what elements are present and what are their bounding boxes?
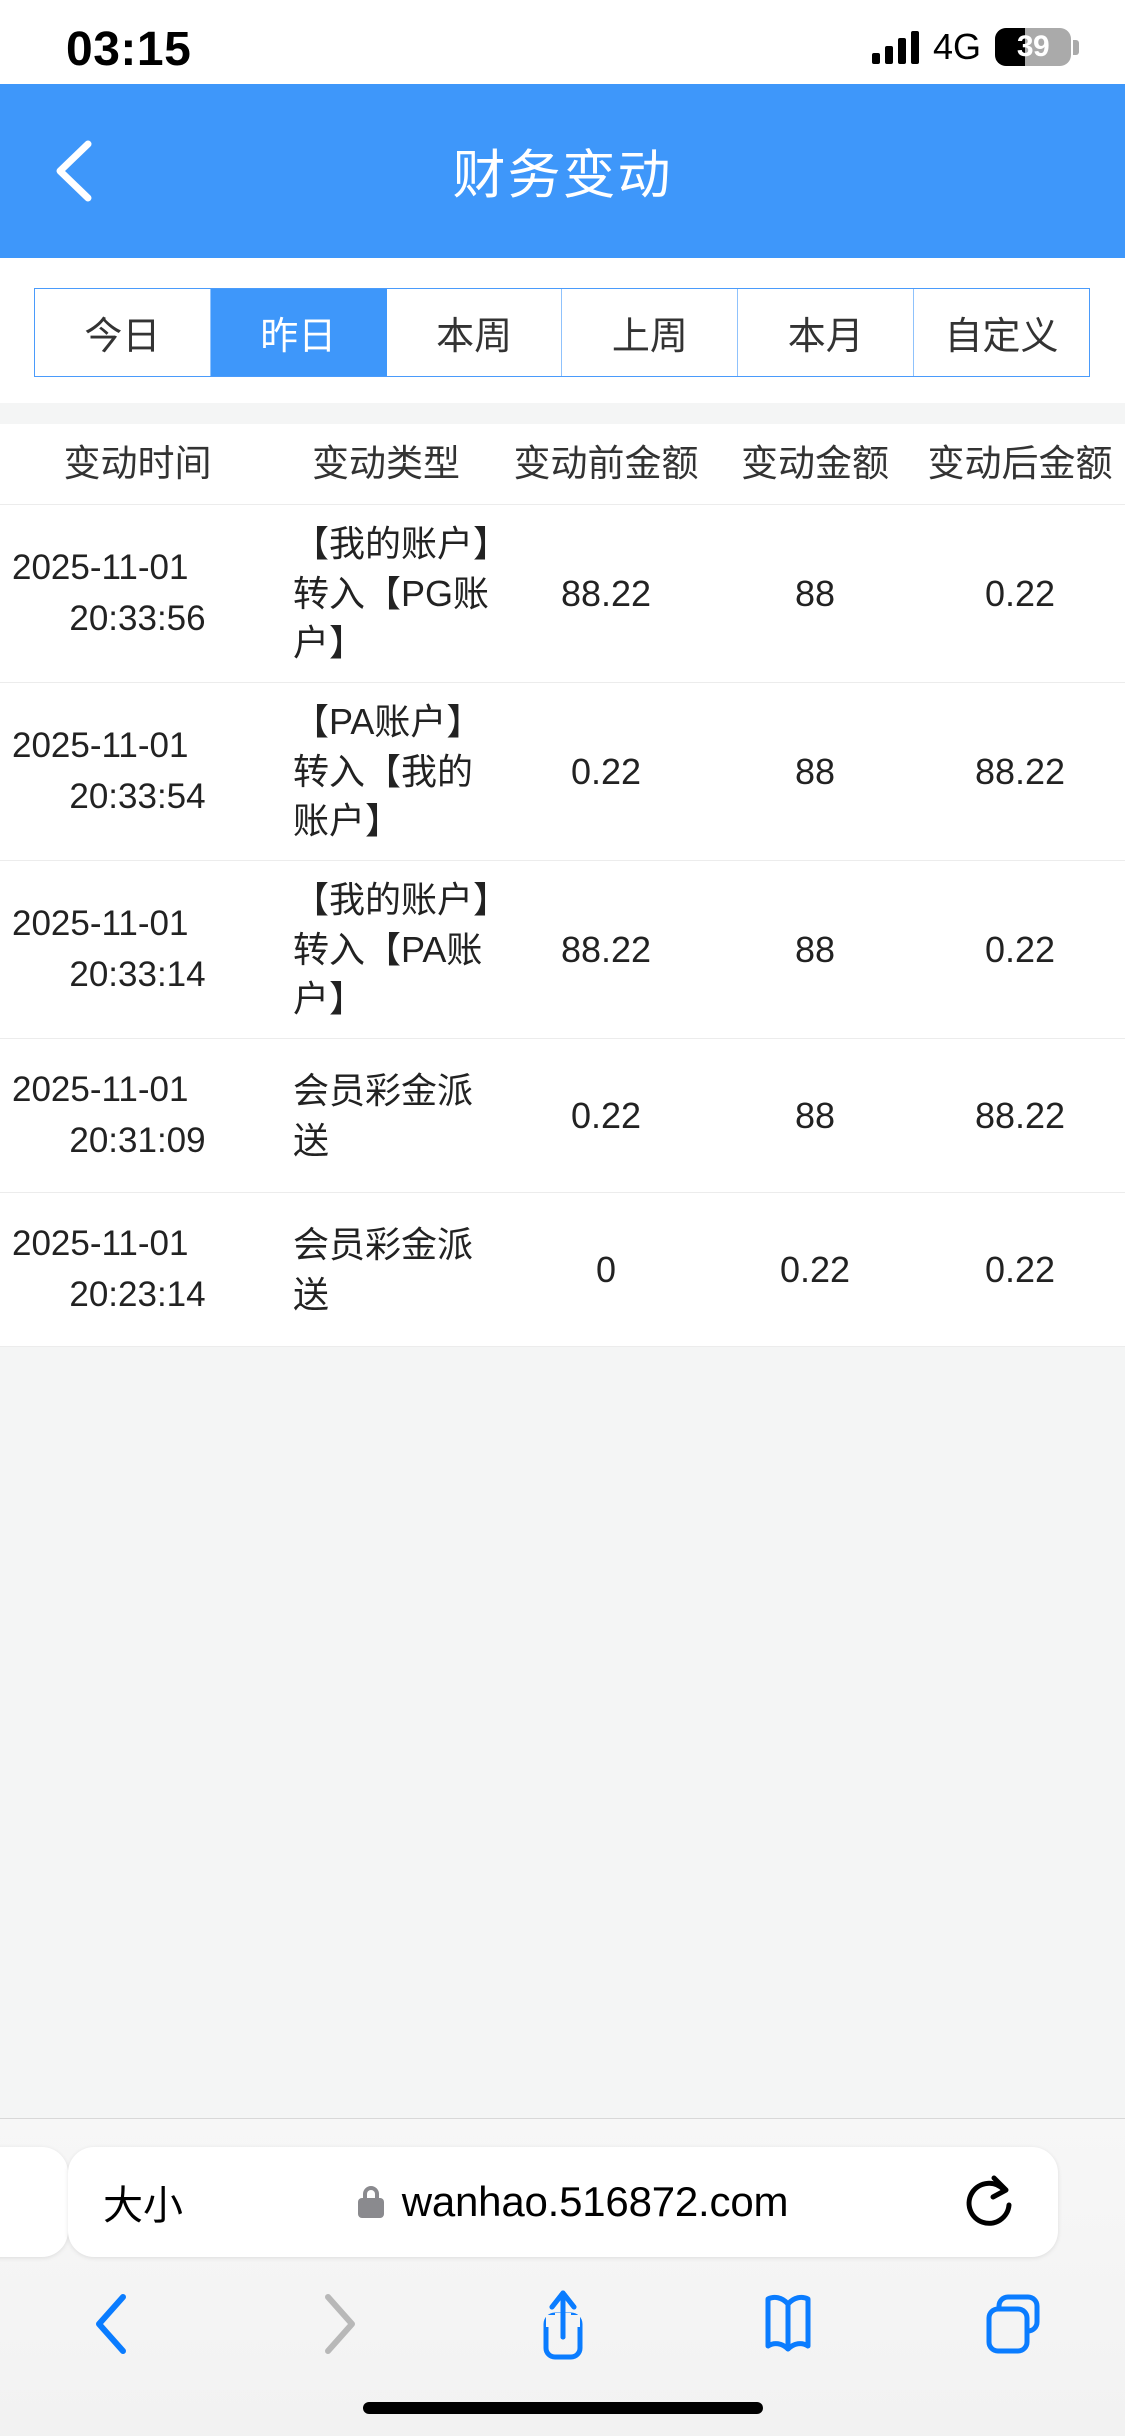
- cell-before: 0.22: [570, 1094, 642, 1136]
- cell-time: 2025-11-01 20:33:56: [0, 529, 275, 659]
- cell-time: 2025-11-01 20:31:09: [0, 1051, 275, 1181]
- reload-icon: [966, 2175, 1012, 2226]
- cell-amount: 0.22: [779, 1248, 851, 1290]
- cell-date-text: 2025-11-01: [12, 725, 189, 765]
- filter-tabs: 今日 昨日 本周 上周 本月 自定义: [34, 288, 1090, 377]
- network-type-label: 4G: [932, 26, 981, 67]
- column-header-before: 变动前金额: [513, 443, 699, 485]
- browser-url-row: 大小 wanhao.516872.com: [0, 2143, 1125, 2261]
- tab-today[interactable]: 今日: [35, 289, 211, 376]
- header-back-button[interactable]: [40, 134, 110, 208]
- cell-type: 【PA账户】转入【我的账户】: [275, 683, 497, 860]
- cell-before: 88.22: [560, 572, 652, 614]
- cell-type-text: 【我的账户】转入【PG账户】: [293, 523, 492, 664]
- browser-address-bar[interactable]: 大小 wanhao.516872.com: [68, 2147, 1058, 2257]
- browser-share-button[interactable]: [450, 2285, 675, 2363]
- cell-type: 会员彩金派送: [275, 1052, 497, 1179]
- cell-time-text: 20:33:54: [69, 776, 206, 816]
- cell-type: 【我的账户】转入【PA账户】: [275, 861, 497, 1038]
- cell-time-text: 20:31:09: [69, 1120, 206, 1160]
- table-header-row: 变动时间 变动类型 变动前金额 变动金额 变动后金额: [0, 424, 1125, 505]
- cell-type-text: 会员彩金派送: [293, 1223, 474, 1315]
- chevron-right-icon: [324, 2294, 355, 2354]
- cell-before: 0: [595, 1248, 617, 1290]
- cell-time: 2025-11-01 20:23:14: [0, 1205, 275, 1335]
- cell-date-text: 2025-11-01: [12, 1069, 189, 1109]
- cell-type-text: 【PA账户】转入【我的账户】: [293, 701, 483, 842]
- chevron-left-icon: [56, 140, 92, 202]
- tab-this-week[interactable]: 本周: [386, 289, 563, 376]
- cell-type-text: 【我的账户】转入【PA账户】: [293, 879, 492, 1020]
- status-bar-indicators: 4G 39: [871, 26, 1079, 67]
- column-header-after: 变动后金额: [927, 443, 1113, 485]
- tab-this-month[interactable]: 本月: [738, 289, 915, 376]
- cell-amount: 88: [794, 572, 836, 614]
- home-indicator: [362, 2402, 763, 2414]
- transactions-table: 变动时间 变动类型 变动前金额 变动金额 变动后金额 2025-11-01 20…: [0, 424, 1125, 1348]
- browser-chrome: 大小 wanhao.516872.com: [0, 2118, 1125, 2436]
- table-row: 2025-11-01 20:31:09 会员彩金派送 0.22 88 88.22: [0, 1039, 1125, 1194]
- url-field[interactable]: wanhao.516872.com: [218, 2178, 928, 2226]
- cell-after: 0.22: [984, 1248, 1056, 1290]
- cell-after: 88.22: [974, 1094, 1066, 1136]
- cell-after: 0.22: [984, 572, 1056, 614]
- chevron-left-icon: [95, 2294, 126, 2354]
- lock-icon: [357, 2186, 384, 2218]
- browser-tabs-button[interactable]: [900, 2289, 1125, 2359]
- cell-time: 2025-11-01 20:33:54: [0, 707, 275, 837]
- cell-type: 【我的账户】转入【PG账户】: [275, 505, 497, 682]
- book-icon: [765, 2294, 810, 2352]
- battery-tip: [1073, 39, 1079, 55]
- cell-type-text: 会员彩金派送: [293, 1069, 474, 1161]
- text-size-button[interactable]: 大小: [103, 2184, 183, 2228]
- tab-last-week[interactable]: 上周: [562, 289, 739, 376]
- cell-after: 88.22: [974, 750, 1066, 792]
- tab-yesterday[interactable]: 昨日: [210, 289, 387, 376]
- status-bar-clock: 03:15: [66, 23, 192, 76]
- column-header-type: 变动类型: [312, 443, 460, 485]
- cell-time-text: 20:23:14: [69, 1274, 206, 1314]
- table-row: 2025-11-01 20:23:14 会员彩金派送 0 0.22 0.22: [0, 1193, 1125, 1348]
- section-spacer: [0, 403, 1125, 424]
- reload-button[interactable]: [928, 2172, 1058, 2232]
- url-text: wanhao.516872.com: [401, 2178, 789, 2225]
- signal-bars-icon: [871, 30, 919, 64]
- cell-time: 2025-11-01 20:33:14: [0, 885, 275, 1015]
- browser-back-button[interactable]: [0, 2291, 225, 2357]
- cell-after: 0.22: [984, 928, 1056, 970]
- share-icon: [543, 2290, 582, 2360]
- table-row: 2025-11-01 20:33:14 【我的账户】转入【PA账户】 88.22…: [0, 861, 1125, 1040]
- battery-percent-label: 39: [1016, 30, 1050, 63]
- page-title: 财务变动: [452, 146, 673, 205]
- filter-tabs-container: 今日 昨日 本周 上周 本月 自定义: [0, 258, 1125, 403]
- column-header-time: 变动时间: [63, 443, 212, 485]
- cell-before: 88.22: [560, 928, 652, 970]
- browser-toolbar: [0, 2269, 1125, 2379]
- app-header: 财务变动: [0, 84, 1125, 258]
- status-bar: 03:15 4G 39: [0, 0, 1125, 84]
- tab-custom[interactable]: 自定义: [914, 289, 1089, 376]
- cell-amount: 88: [794, 1094, 836, 1136]
- cell-time-text: 20:33:14: [69, 954, 206, 994]
- cell-amount: 88: [794, 928, 836, 970]
- table-row: 2025-11-01 20:33:54 【PA账户】转入【我的账户】 0.22 …: [0, 683, 1125, 862]
- browser-forward-button[interactable]: [225, 2291, 450, 2357]
- adjacent-tab-card[interactable]: [0, 2147, 68, 2257]
- tabs-icon: [986, 2294, 1039, 2354]
- cell-before: 0.22: [570, 750, 642, 792]
- cell-time-text: 20:33:56: [69, 598, 206, 638]
- battery-icon: 39: [995, 28, 1071, 66]
- cell-date-text: 2025-11-01: [12, 1223, 189, 1263]
- cell-date-text: 2025-11-01: [12, 547, 189, 587]
- table-row: 2025-11-01 20:33:56 【我的账户】转入【PG账户】 88.22…: [0, 505, 1125, 684]
- cell-amount: 88: [794, 750, 836, 792]
- column-header-amount: 变动金额: [741, 443, 889, 485]
- cell-date-text: 2025-11-01: [12, 903, 189, 943]
- cell-type: 会员彩金派送: [275, 1206, 497, 1333]
- browser-bookmarks-button[interactable]: [675, 2292, 900, 2356]
